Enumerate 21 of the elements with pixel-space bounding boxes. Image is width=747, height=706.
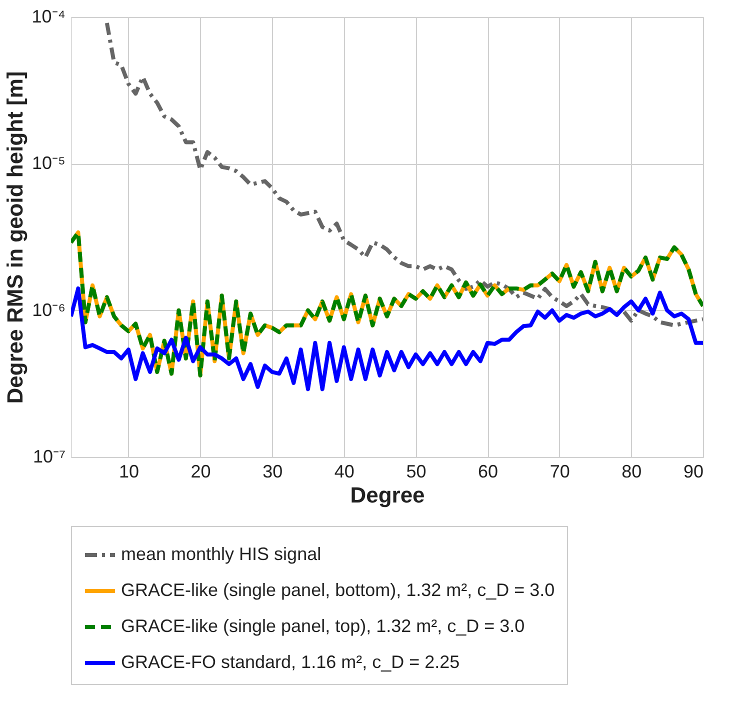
y-axis-title: Degree RMS in geoid height [m] [2, 71, 28, 404]
x-tick-label: 20 [190, 462, 211, 482]
y-tick-label: 10⁻⁶ [32, 300, 66, 320]
x-tick-label: 10 [118, 462, 139, 482]
legend-label: mean monthly HIS signal [121, 544, 322, 564]
y-tick-label: 10⁻⁷ [32, 446, 66, 466]
line-series [71, 286, 703, 392]
legend-label: GRACE-like (single panel, bottom), 1.32 m², c_D = 3.0 [121, 580, 555, 600]
line-series [104, 21, 703, 328]
x-tick-label: 70 [550, 462, 570, 482]
legend-label: GRACE-like (single panel, top), 1.32 m², c_D = 3.0 [121, 616, 525, 636]
x-tick-label: 80 [622, 462, 642, 482]
x-tick-label: 90 [683, 462, 704, 482]
x-axis-title: Degree [350, 482, 425, 508]
y-tick-label: 10⁻⁴ [32, 6, 66, 26]
x-tick-label: 30 [262, 462, 283, 482]
legend-label: GRACE-FO standard, 1.16 m², c_D = 2.25 [121, 652, 460, 672]
x-tick-label: 60 [478, 462, 498, 482]
x-tick-label: 40 [334, 462, 354, 482]
y-tick-label: 10⁻⁵ [32, 153, 66, 174]
x-tick-label: 50 [406, 462, 426, 482]
